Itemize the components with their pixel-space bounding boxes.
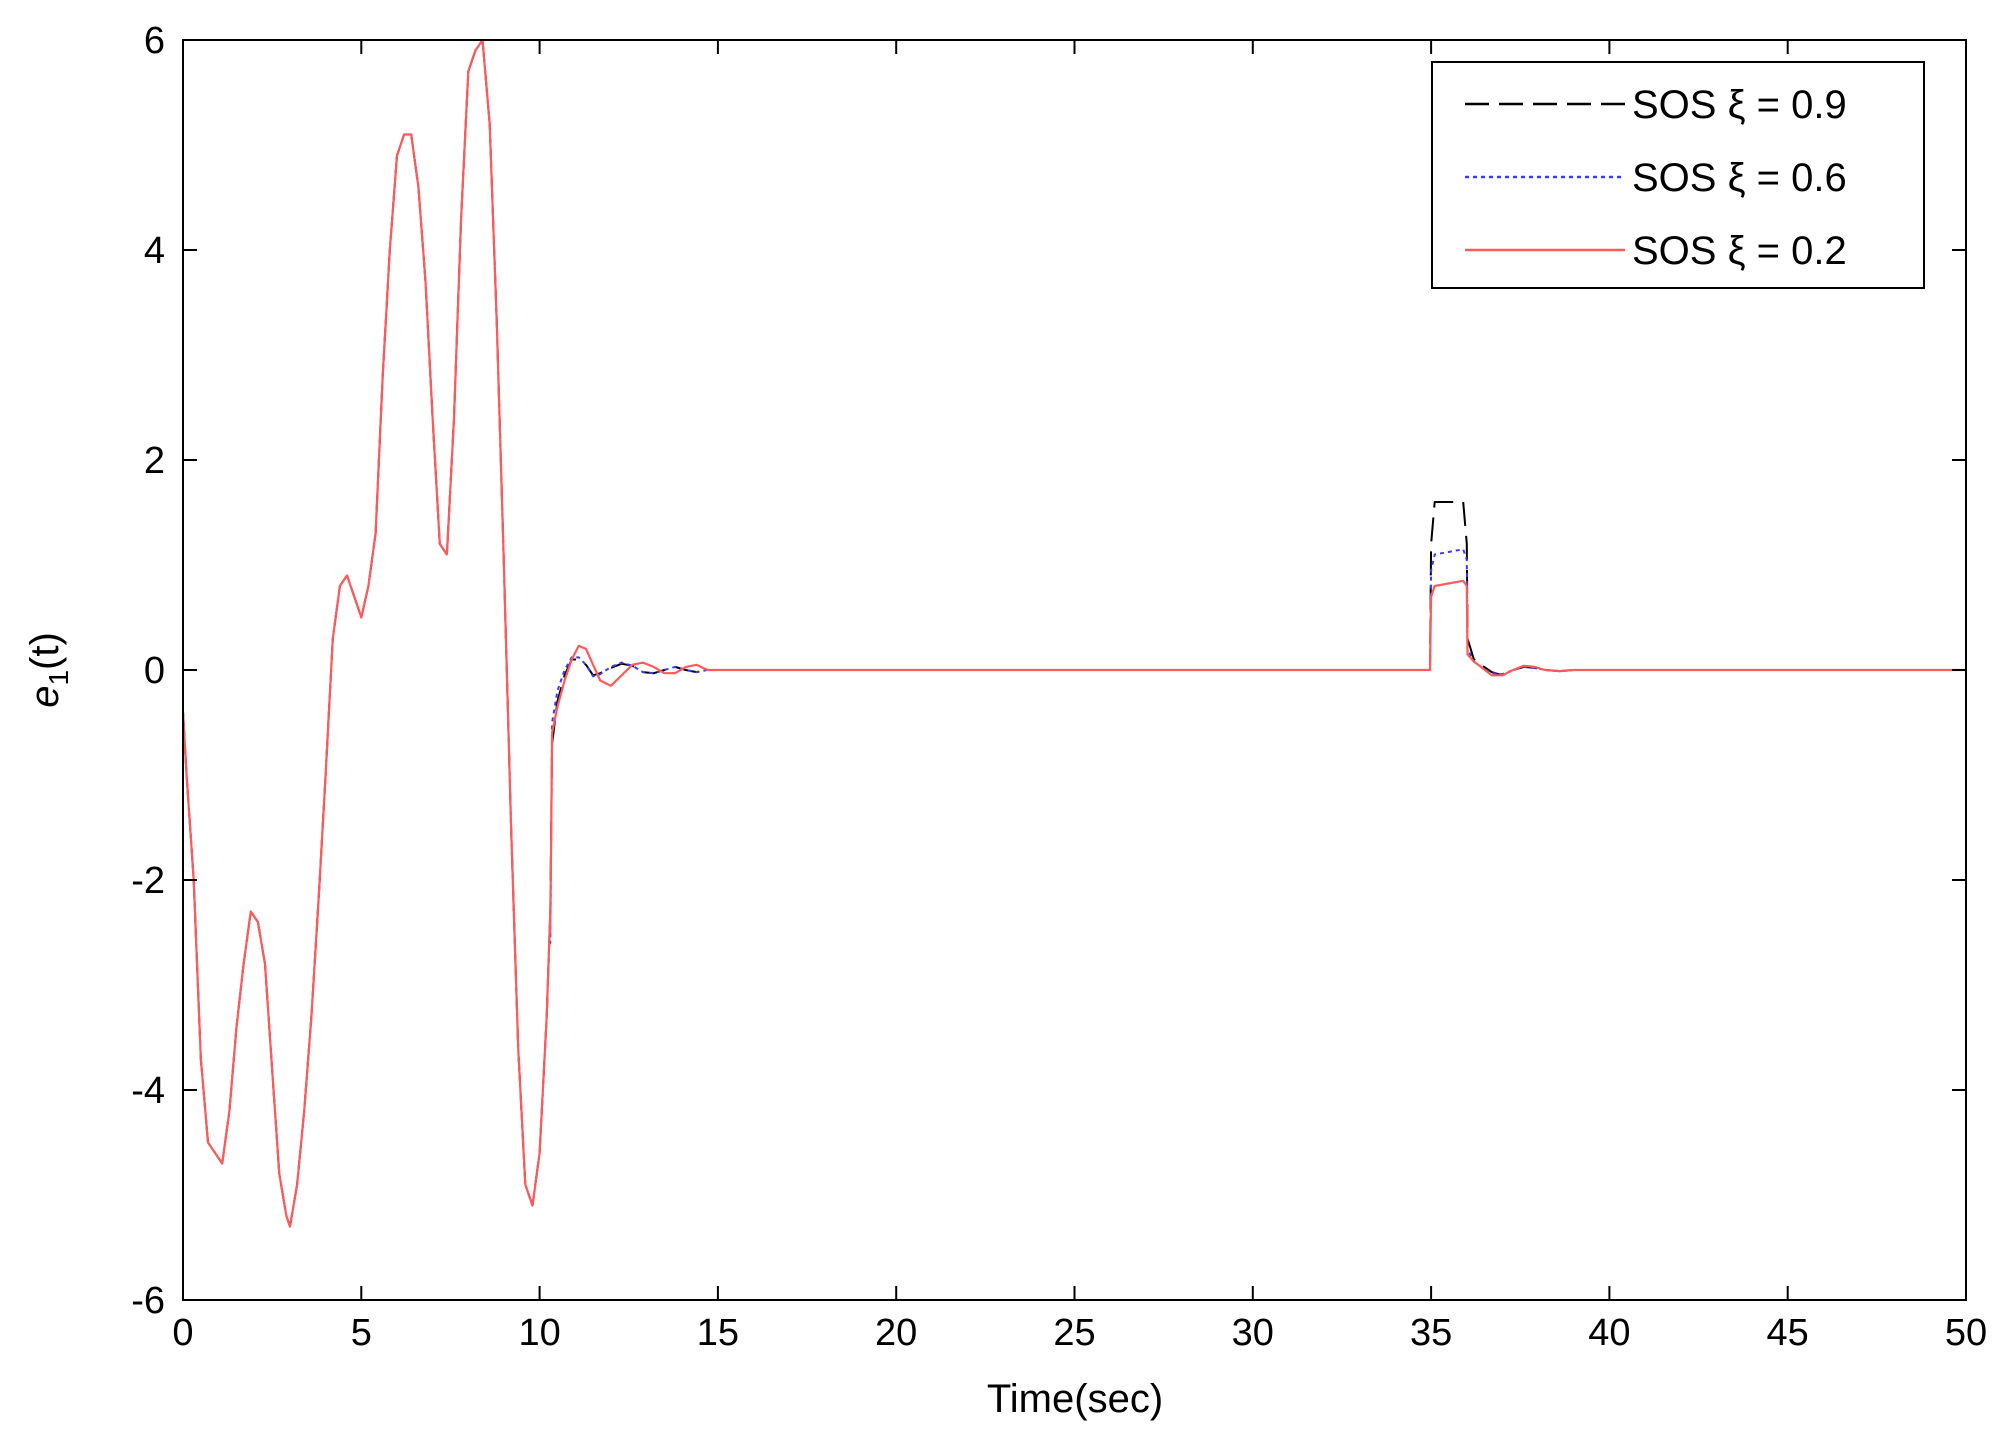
y-axis-label: e1(t) (23, 632, 74, 708)
svg-text:e1(t): e1(t) (23, 632, 74, 708)
x-tick-label: 0 (172, 1312, 193, 1354)
y-axis-label-paren: (t) (23, 632, 67, 670)
series-layer (181, 38, 1966, 1228)
legend-label-3: SOS ξ = 0.2 (1632, 229, 1847, 273)
y-tick-label: -4 (131, 1070, 165, 1112)
legend-label-1: SOS ξ = 0.9 (1632, 83, 1847, 127)
x-tick-label: 25 (1053, 1312, 1095, 1354)
x-tick-label: 40 (1588, 1312, 1630, 1354)
y-axis-label-main: e (23, 686, 67, 708)
x-tick-label: 45 (1767, 1312, 1809, 1354)
x-tick-label: 35 (1410, 1312, 1452, 1354)
y-tick-label: -2 (131, 860, 165, 902)
legend: SOS ξ = 0.9 SOS ξ = 0.6 SOS ξ = 0.2 (1431, 61, 1925, 289)
x-axis-label: Time(sec) (987, 1377, 1163, 1421)
y-tick-label: 4 (144, 230, 165, 272)
y-tick-label: 2 (144, 440, 165, 482)
x-tick-label: 15 (697, 1312, 739, 1354)
x-tick-label: 5 (351, 1312, 372, 1354)
y-axis-label-sub: 1 (43, 670, 74, 686)
y-tick-label: 6 (144, 20, 165, 62)
legend-label-2: SOS ξ = 0.6 (1632, 156, 1847, 200)
series-line-3 (181, 38, 1966, 1228)
y-tick-label: 0 (144, 650, 165, 692)
x-tick-label: 30 (1232, 1312, 1274, 1354)
x-tick-label: 10 (518, 1312, 560, 1354)
tick-layer: 0 5 10 15 20 25 30 35 40 45 50 -6 -4 -2 0 2 4 6 (131, 20, 1987, 1354)
x-tick-label: 50 (1945, 1312, 1987, 1354)
y-tick-label: -6 (131, 1280, 165, 1322)
x-tick-label: 20 (875, 1312, 917, 1354)
